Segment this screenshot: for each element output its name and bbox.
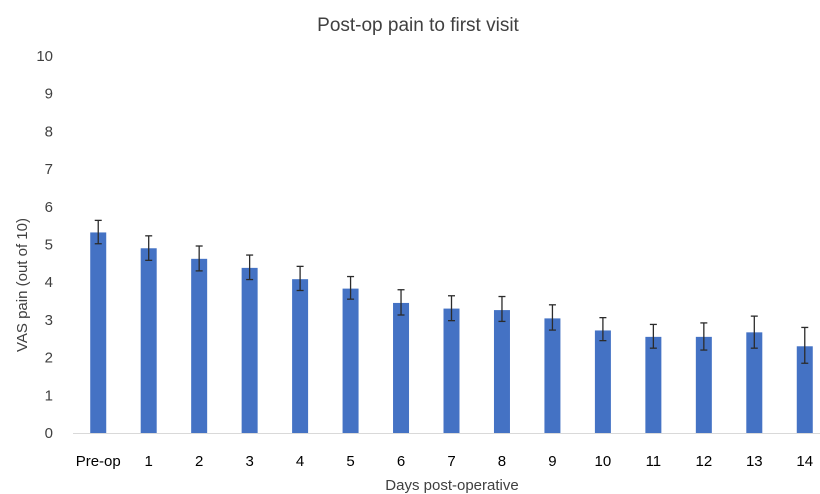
- y-tick-label: 10: [36, 48, 53, 65]
- y-tick-label: 1: [45, 387, 53, 404]
- error-bar: [448, 295, 455, 322]
- bar: [594, 330, 611, 433]
- y-tick-label: 9: [45, 86, 53, 103]
- y-tick-label: 6: [45, 199, 53, 216]
- x-tick-label: 12: [695, 453, 712, 470]
- error-bar: [750, 315, 758, 349]
- error-bar: [498, 295, 506, 323]
- error-bar: [296, 265, 304, 292]
- y-tick-label: 7: [45, 161, 53, 178]
- x-tick-label: 9: [548, 453, 556, 470]
- y-axis-label: VAS pain (out of 10): [14, 218, 31, 352]
- x-tick-label: 2: [195, 453, 203, 470]
- bar: [544, 318, 561, 433]
- x-tick-label: 8: [498, 453, 506, 470]
- bar: [645, 336, 662, 433]
- x-tick-label: 1: [145, 453, 153, 470]
- y-axis-ticks: 0 1 2 3 4 5 6 7 8 9 10: [36, 48, 53, 442]
- x-axis-ticks: Pre-op 1 2 3 4 5 6 7 8 9 10 11 12 13 14: [76, 453, 813, 470]
- x-tick-label: 7: [447, 453, 455, 470]
- error-bar: [801, 326, 809, 364]
- bar: [342, 288, 359, 433]
- bar: [443, 308, 460, 433]
- x-tick-label: 10: [595, 453, 612, 470]
- bar: [493, 310, 510, 433]
- x-axis-label: Days post-operative: [385, 477, 518, 494]
- bar: [140, 248, 157, 433]
- y-tick-label: 3: [45, 312, 53, 329]
- x-tick-label: 4: [296, 453, 304, 470]
- x-tick-label: 13: [746, 453, 763, 470]
- y-tick-label: 4: [45, 274, 53, 291]
- bar: [393, 302, 410, 433]
- error-bar: [195, 245, 203, 272]
- error-bar: [347, 275, 355, 300]
- error-bar: [548, 304, 556, 331]
- bar: [241, 267, 258, 433]
- bar: [695, 336, 712, 433]
- x-tick-label: 3: [245, 453, 253, 470]
- x-tick-label: 6: [397, 453, 405, 470]
- bar: [292, 279, 309, 433]
- error-bar: [599, 316, 607, 342]
- y-tick-label: 5: [45, 237, 53, 254]
- bar: [796, 346, 813, 433]
- chart-title: Post-op pain to first visit: [317, 15, 519, 36]
- bar: [90, 232, 107, 433]
- x-tick-label: 5: [346, 453, 354, 470]
- error-bar: [397, 289, 405, 316]
- bar: [191, 258, 208, 433]
- x-tick-label: Pre-op: [76, 453, 121, 470]
- bar: [746, 332, 763, 433]
- x-tick-label: 11: [646, 453, 662, 470]
- error-bar: [700, 322, 708, 351]
- bar-series: [90, 232, 813, 433]
- y-tick-label: 0: [45, 425, 53, 442]
- error-bar: [145, 235, 153, 261]
- error-bar: [94, 219, 102, 245]
- y-tick-label: 8: [45, 123, 53, 140]
- x-tick-label: 14: [796, 453, 813, 470]
- y-tick-label: 2: [45, 350, 53, 367]
- error-bar: [649, 323, 657, 349]
- error-bar: [246, 254, 254, 281]
- error-bars: [94, 219, 809, 364]
